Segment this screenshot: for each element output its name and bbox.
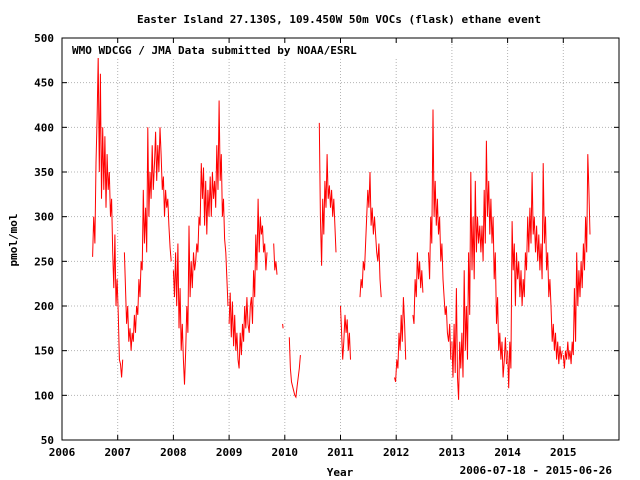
x-tick-label: 2015 [550,446,577,459]
y-tick-label: 500 [34,32,54,45]
annotation-bg [70,43,400,58]
series-line [282,323,284,329]
y-tick-label: 450 [34,77,54,90]
series-line [273,243,278,275]
data-series [92,55,591,400]
x-ticks: 2006 2007 2008 2009 2010 2011 2012 2013 2014 2015 [49,38,577,459]
x-tick-label: 2014 [494,446,521,459]
series-line [359,171,382,298]
series-line [340,305,351,360]
x-tick-label: 2006 [49,446,76,459]
series-line [288,337,301,399]
data-source-annotation: WMO WDCGG / JMA Data submitted by NOAA/E… [72,44,357,57]
series-line [172,100,229,385]
series-line [228,198,268,369]
y-tick-label: 100 [34,389,54,402]
y-tick-label: 400 [34,121,54,134]
x-axis-label: Year [327,466,354,479]
y-tick-label: 50 [41,434,54,447]
y-tick-label: 350 [34,166,54,179]
y-tick-label: 300 [34,211,54,224]
series-line [123,127,172,351]
series-line [562,154,591,369]
series-line [394,297,407,383]
series-line [318,122,337,266]
series-line [451,140,507,400]
x-tick-label: 2013 [439,446,466,459]
y-tick-label: 250 [34,255,54,268]
y-tick-label: 200 [34,300,54,313]
series-line [412,252,424,324]
series-line [507,163,563,389]
series-line [92,55,124,378]
y-ticks: 50 100 150 200 250 300 350 400 450 500 [34,32,619,447]
x-tick-label: 2011 [327,446,354,459]
x-tick-label: 2007 [104,446,131,459]
x-tick-label: 2009 [216,446,243,459]
x-tick-label: 2010 [272,446,299,459]
chart-title: Easter Island 27.130S, 109.450W 50m VOCs… [137,13,541,26]
date-range-label: 2006-07-18 - 2015-06-26 [460,464,613,477]
x-tick-label: 2008 [160,446,187,459]
y-axis-label: pmol/mol [7,214,20,267]
x-tick-label: 2012 [383,446,410,459]
grid [62,38,619,440]
y-tick-label: 150 [34,345,54,358]
series-line [428,109,452,360]
